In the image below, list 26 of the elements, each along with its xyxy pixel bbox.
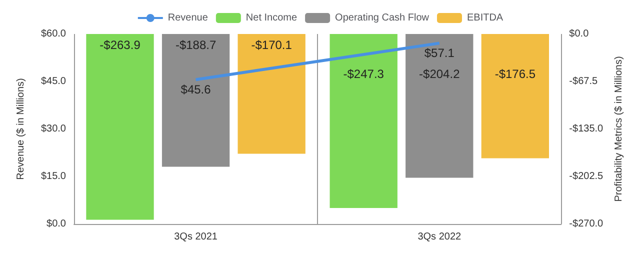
data-label: -$170.1	[251, 38, 292, 52]
x-tick-label: 3Qs 2021	[174, 232, 218, 242]
legend-label: Revenue	[168, 12, 208, 24]
data-label: $45.6	[180, 82, 212, 97]
data-label: -$176.5	[494, 67, 536, 81]
data-label: -$263.9	[100, 38, 141, 52]
y2-tick-label: -$202.5	[569, 171, 604, 182]
y-axis-title: Revenue ($ in Millions)	[16, 78, 26, 180]
data-label: -$204.2	[419, 67, 460, 81]
y-tick-label: $0.0	[46, 218, 66, 230]
data-label: $57.1	[424, 46, 455, 60]
legend-label: Net Income	[246, 12, 298, 24]
data-label: -$188.7	[175, 38, 216, 52]
y2-tick-label: $0.0	[569, 28, 590, 40]
data-label: -$247.3	[343, 67, 384, 81]
y2-tick-label: -$67.5	[569, 76, 598, 87]
y2-axis-title: Profitability Metrics ($ in Millions)	[614, 56, 624, 202]
legend-label: Operating Cash Flow	[335, 12, 430, 24]
y-tick-label: $30.0	[40, 124, 66, 134]
y-tick-label: $45.0	[40, 76, 66, 87]
y-tick-label: $60.0	[40, 28, 66, 40]
y2-tick-label: -$135.0	[569, 124, 604, 134]
legend-label: EBITDA	[466, 12, 504, 24]
y2-tick-label: -$270.0	[569, 218, 604, 230]
x-tick-label: 3Qs 2022	[418, 232, 462, 242]
y-tick-label: $15.0	[40, 171, 66, 182]
